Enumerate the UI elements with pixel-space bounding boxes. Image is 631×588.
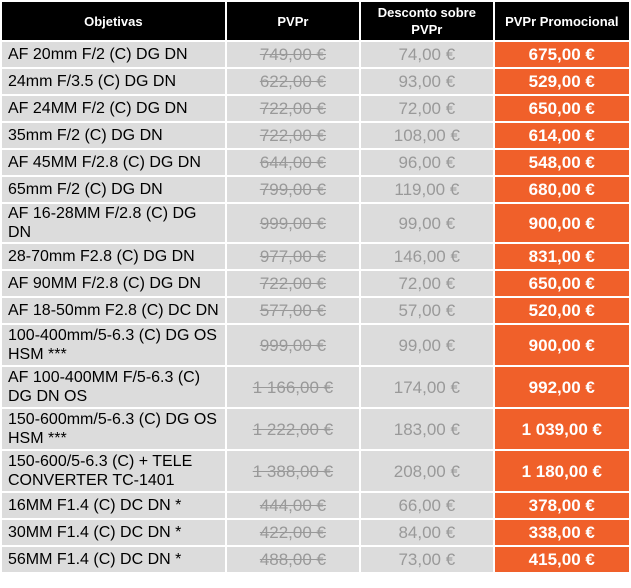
lens-name: 56MM F1.4 (C) DC DN * <box>2 547 225 572</box>
discount-value: 72,00 € <box>361 96 493 121</box>
header-promo: PVPr Promocional <box>494 2 629 40</box>
header-pvpr: PVPr <box>226 2 360 40</box>
promo-price: 520,00 € <box>494 298 629 323</box>
table-row: 28-70mm F2.8 (C) DG DN 977,00 € 146,00 €… <box>2 244 629 269</box>
header-discount: Desconto sobre PVPr <box>361 2 493 40</box>
table-row: AF 18-50mm F2.8 (C) DC DN 577,00 € 57,00… <box>2 298 629 323</box>
promo-price: 650,00 € <box>494 271 629 296</box>
discount-value: 183,00 € <box>361 409 493 449</box>
promo-price: 415,00 € <box>494 547 629 572</box>
table-row: 100-400mm/5-6.3 (C) DG OS HSM *** 999,00… <box>2 325 629 365</box>
lens-name: 150-600/5-6.3 (C) + TELE CONVERTER TC-14… <box>2 451 225 491</box>
lens-name: 30MM F1.4 (C) DC DN * <box>2 520 225 545</box>
promo-price: 831,00 € <box>494 244 629 269</box>
discount-value: 174,00 € <box>361 367 493 407</box>
promo-price: 992,00 € <box>494 367 629 407</box>
table-row: AF 100-400MM F/5-6.3 (C) DG DN OS 1 166,… <box>2 367 629 407</box>
promo-price: 675,00 € <box>494 42 629 67</box>
table-row: 35mm F/2 (C) DG DN 722,00 € 108,00 € 614… <box>2 123 629 148</box>
lens-name: AF 20mm F/2 (C) DG DN <box>2 42 225 67</box>
table-row: AF 20mm F/2 (C) DG DN 749,00 € 74,00 € 6… <box>2 42 629 67</box>
pvpr-price: 488,00 € <box>226 547 360 572</box>
promo-price: 338,00 € <box>494 520 629 545</box>
header-lens: Objetivas <box>2 2 225 40</box>
discount-value: 57,00 € <box>361 298 493 323</box>
discount-value: 99,00 € <box>361 325 493 365</box>
lens-name: 24mm F/3.5 (C) DG DN <box>2 69 225 94</box>
promo-price: 1 180,00 € <box>494 451 629 491</box>
lens-name: AF 90MM F/2.8 (C) DG DN <box>2 271 225 296</box>
lens-name: AF 45MM F/2.8 (C) DG DN <box>2 150 225 175</box>
pvpr-price: 622,00 € <box>226 69 360 94</box>
pvpr-price: 749,00 € <box>226 42 360 67</box>
discount-value: 73,00 € <box>361 547 493 572</box>
promo-price: 548,00 € <box>494 150 629 175</box>
pvpr-price: 722,00 € <box>226 123 360 148</box>
table-row: 150-600/5-6.3 (C) + TELE CONVERTER TC-14… <box>2 451 629 491</box>
table-row: AF 16-28MM F/2.8 (C) DG DN 999,00 € 99,0… <box>2 204 629 242</box>
promo-price: 529,00 € <box>494 69 629 94</box>
pvpr-price: 977,00 € <box>226 244 360 269</box>
lens-name: 100-400mm/5-6.3 (C) DG OS HSM *** <box>2 325 225 365</box>
pvpr-price: 999,00 € <box>226 325 360 365</box>
lens-name: 65mm F/2 (C) DG DN <box>2 177 225 202</box>
discount-value: 66,00 € <box>361 493 493 518</box>
lens-name: AF 100-400MM F/5-6.3 (C) DG DN OS <box>2 367 225 407</box>
discount-value: 208,00 € <box>361 451 493 491</box>
table-row: AF 45MM F/2.8 (C) DG DN 644,00 € 96,00 €… <box>2 150 629 175</box>
discount-value: 108,00 € <box>361 123 493 148</box>
pvpr-price: 644,00 € <box>226 150 360 175</box>
table-row: AF 24MM F/2 (C) DG DN 722,00 € 72,00 € 6… <box>2 96 629 121</box>
lens-name: 35mm F/2 (C) DG DN <box>2 123 225 148</box>
pvpr-price: 1 388,00 € <box>226 451 360 491</box>
discount-value: 119,00 € <box>361 177 493 202</box>
header-row: Objetivas PVPr Desconto sobre PVPr PVPr … <box>2 2 629 40</box>
promo-price: 680,00 € <box>494 177 629 202</box>
lens-name: AF 16-28MM F/2.8 (C) DG DN <box>2 204 225 242</box>
pvpr-price: 444,00 € <box>226 493 360 518</box>
discount-value: 84,00 € <box>361 520 493 545</box>
pvpr-price: 1 166,00 € <box>226 367 360 407</box>
promo-price: 378,00 € <box>494 493 629 518</box>
table-row: 65mm F/2 (C) DG DN 799,00 € 119,00 € 680… <box>2 177 629 202</box>
discount-value: 72,00 € <box>361 271 493 296</box>
discount-value: 74,00 € <box>361 42 493 67</box>
pvpr-price: 722,00 € <box>226 96 360 121</box>
lens-name: AF 18-50mm F2.8 (C) DC DN <box>2 298 225 323</box>
promo-price: 1 039,00 € <box>494 409 629 449</box>
promo-price: 900,00 € <box>494 325 629 365</box>
pvpr-price: 577,00 € <box>226 298 360 323</box>
discount-value: 146,00 € <box>361 244 493 269</box>
table-row: 150-600mm/5-6.3 (C) DG OS HSM *** 1 222,… <box>2 409 629 449</box>
pvpr-price: 999,00 € <box>226 204 360 242</box>
table-row: 56MM F1.4 (C) DC DN * 488,00 € 73,00 € 4… <box>2 547 629 572</box>
lens-name: 28-70mm F2.8 (C) DG DN <box>2 244 225 269</box>
promo-price: 900,00 € <box>494 204 629 242</box>
lens-name: AF 24MM F/2 (C) DG DN <box>2 96 225 121</box>
table-row: AF 90MM F/2.8 (C) DG DN 722,00 € 72,00 €… <box>2 271 629 296</box>
discount-value: 93,00 € <box>361 69 493 94</box>
pvpr-price: 422,00 € <box>226 520 360 545</box>
promo-price: 614,00 € <box>494 123 629 148</box>
pvpr-price: 799,00 € <box>226 177 360 202</box>
pvpr-price: 722,00 € <box>226 271 360 296</box>
pvpr-price: 1 222,00 € <box>226 409 360 449</box>
table-row: 24mm F/3.5 (C) DG DN 622,00 € 93,00 € 52… <box>2 69 629 94</box>
promo-price: 650,00 € <box>494 96 629 121</box>
table-row: 30MM F1.4 (C) DC DN * 422,00 € 84,00 € 3… <box>2 520 629 545</box>
discount-value: 96,00 € <box>361 150 493 175</box>
lens-name: 16MM F1.4 (C) DC DN * <box>2 493 225 518</box>
lens-name: 150-600mm/5-6.3 (C) DG OS HSM *** <box>2 409 225 449</box>
table-row: 16MM F1.4 (C) DC DN * 444,00 € 66,00 € 3… <box>2 493 629 518</box>
price-table: Objetivas PVPr Desconto sobre PVPr PVPr … <box>2 2 629 572</box>
discount-value: 99,00 € <box>361 204 493 242</box>
